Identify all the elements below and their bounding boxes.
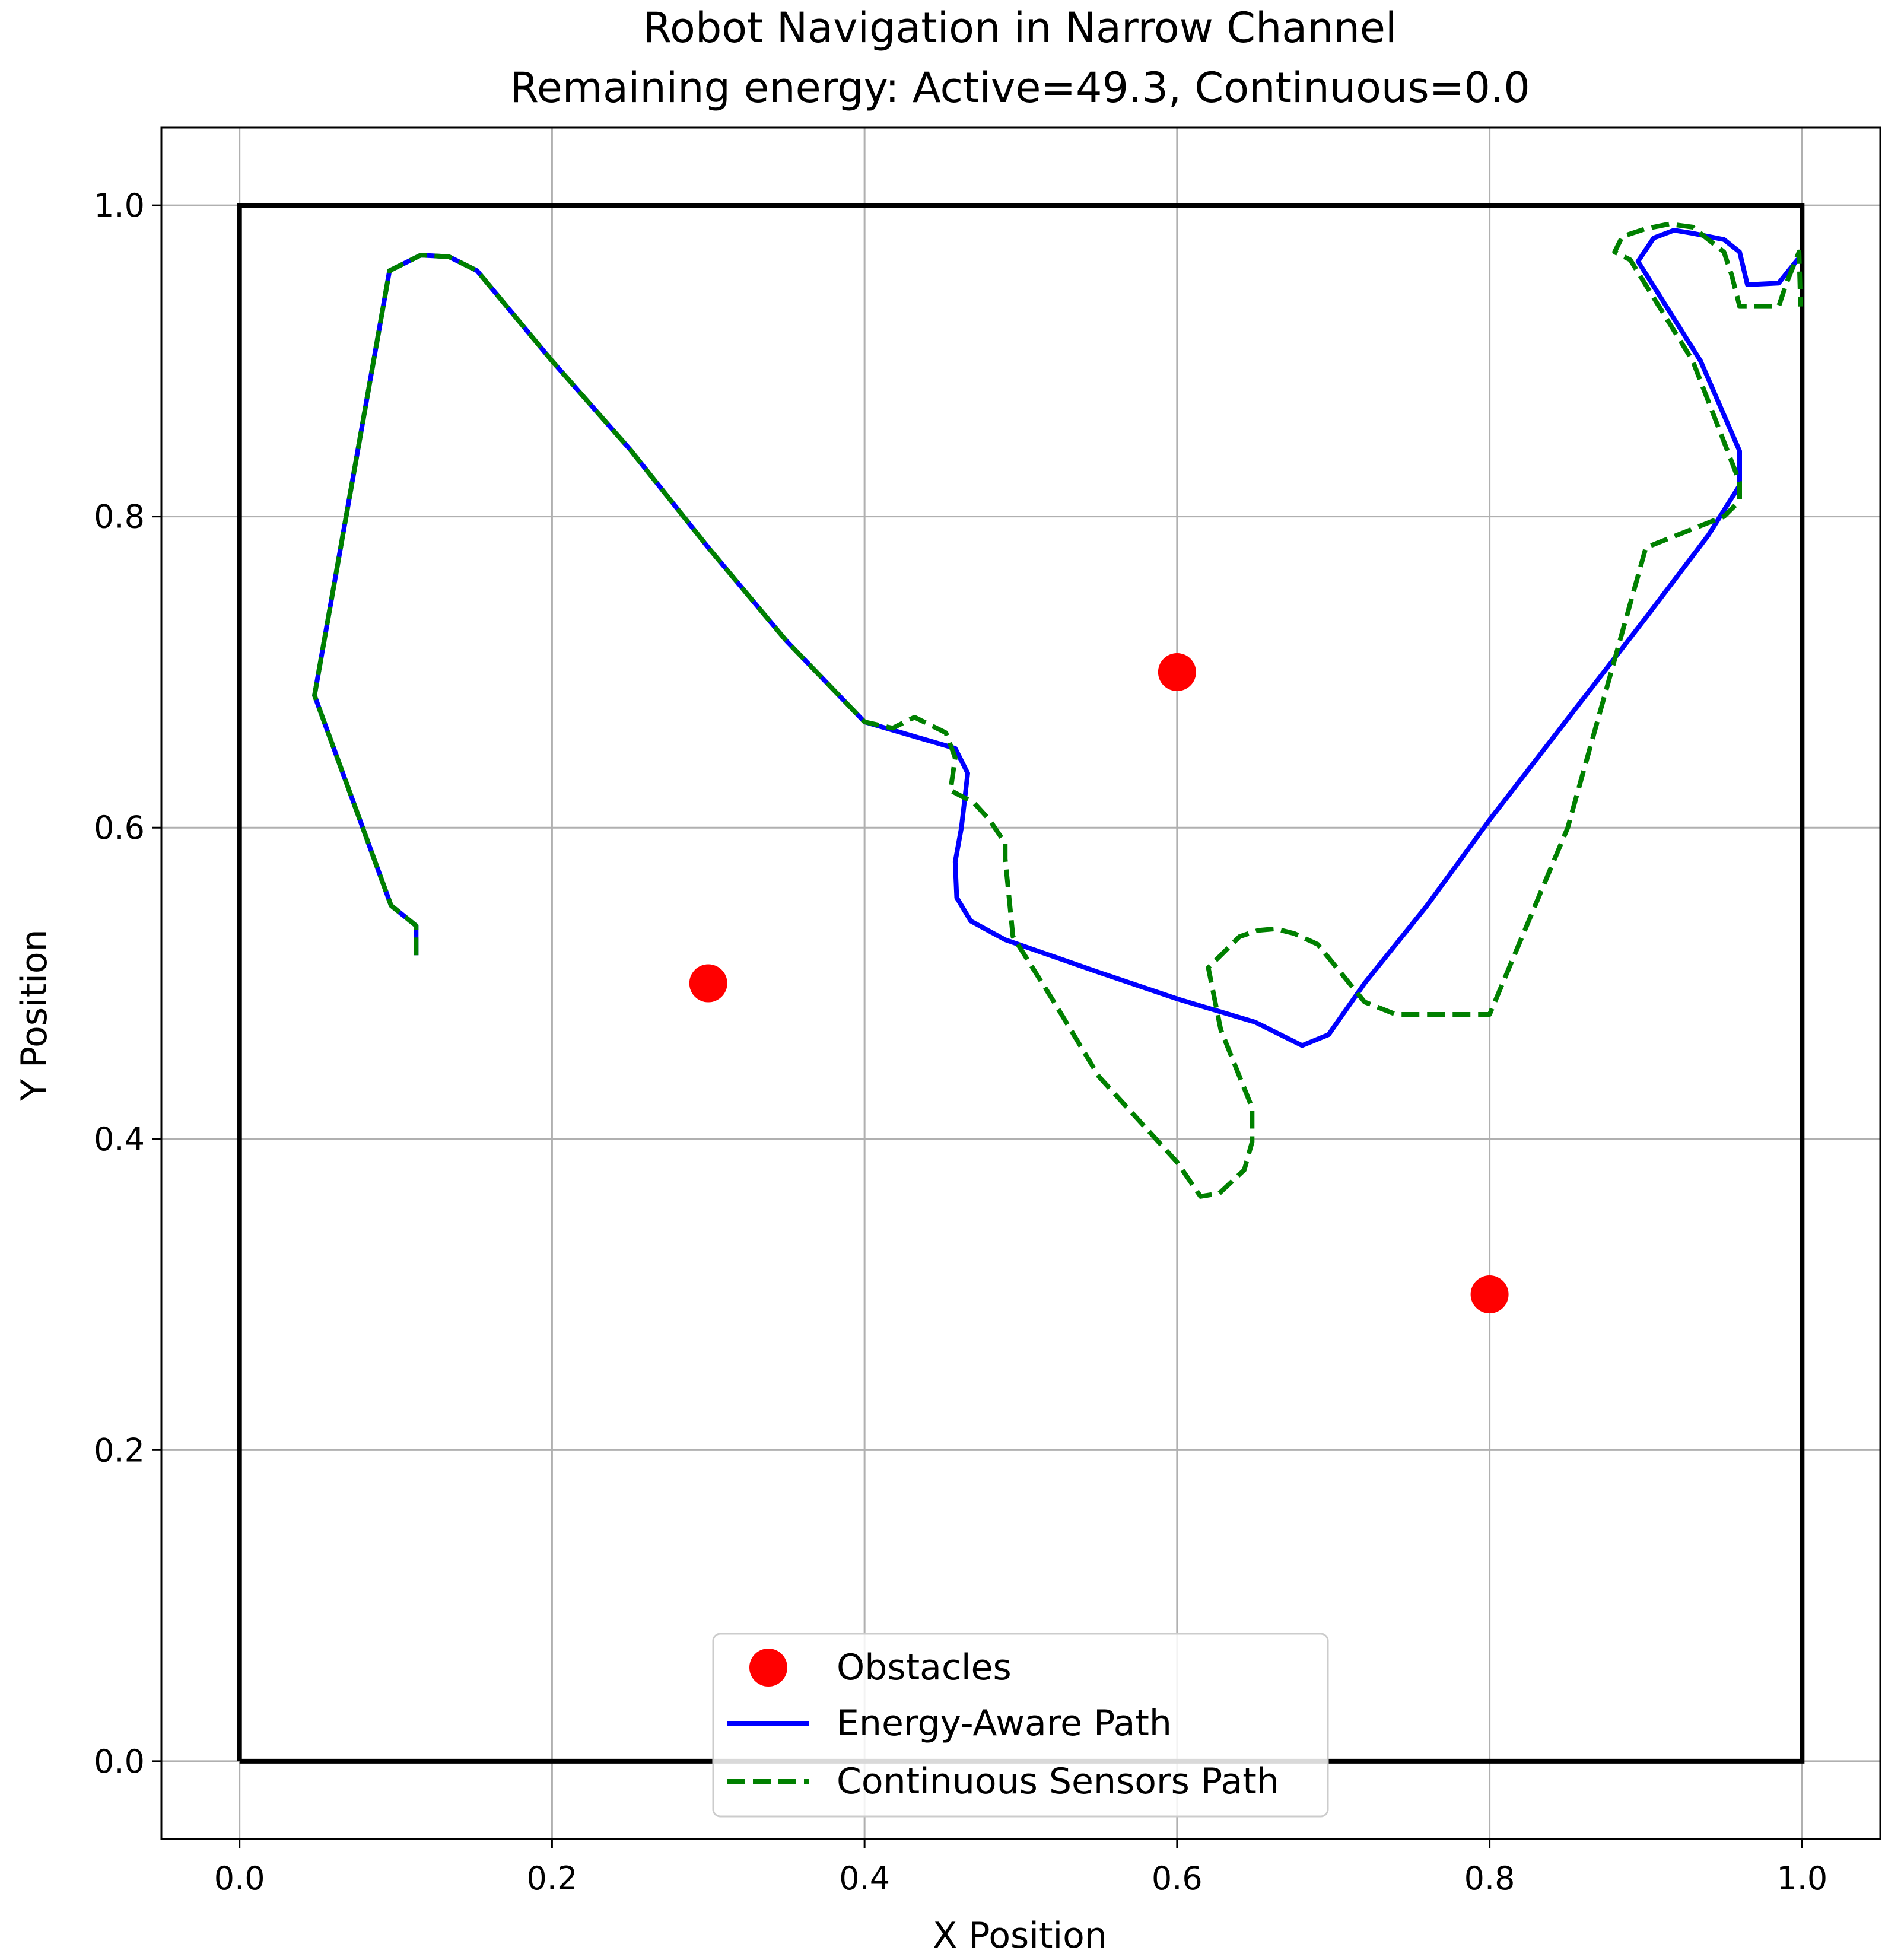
obstacle-point-2 <box>1470 1275 1509 1314</box>
chart-title: Robot Navigation in Narrow Channel <box>643 4 1397 52</box>
y-tick-label-3: 0.6 <box>94 809 145 847</box>
legend-label-energy-aware: Energy-Aware Path <box>837 1703 1172 1744</box>
y-tick-label-5: 1.0 <box>94 187 145 224</box>
legend-box <box>712 1633 1329 1818</box>
x-tick-label-1: 0.2 <box>526 1860 577 1897</box>
obstacle-point-0 <box>689 964 727 1003</box>
grid-lines <box>161 128 1880 1839</box>
x-tick-label-4: 0.8 <box>1464 1860 1515 1897</box>
x-axis-ticks: 0.0 0.2 0.4 0.6 0.8 1.0 <box>214 1839 1827 1897</box>
plot-frame <box>160 126 1881 1840</box>
y-axis-ticks: 0.0 0.2 0.4 0.6 0.8 1.0 <box>94 187 161 1780</box>
x-tick-label-2: 0.4 <box>839 1860 890 1897</box>
y-tick-label-0: 0.0 <box>94 1743 145 1780</box>
y-tick-label-2: 0.4 <box>94 1121 145 1158</box>
series-lines <box>312 221 1803 1199</box>
y-tick-label-1: 0.2 <box>94 1431 145 1469</box>
x-tick-label-5: 1.0 <box>1776 1860 1827 1897</box>
legend: Obstacles Energy-Aware Path Continuous S… <box>712 1633 1329 1818</box>
legend-label-continuous-sensors: Continuous Sensors Path <box>837 1761 1279 1802</box>
legend-label-obstacles: Obstacles <box>837 1647 1012 1688</box>
chart-subtitle: Remaining energy: Active=49.3, Continuou… <box>510 63 1530 112</box>
y-tick-label-4: 0.8 <box>94 498 145 536</box>
series-line-continuous-sensors <box>312 221 1803 1199</box>
y-axis-label: Y Position <box>14 929 55 1101</box>
x-tick-label-3: 0.6 <box>1152 1860 1203 1897</box>
obstacle-point-1 <box>1158 653 1196 691</box>
obstacle-markers <box>689 653 1509 1314</box>
legend-marker-obstacles <box>749 1649 787 1687</box>
x-axis-label: X Position <box>933 1915 1107 1956</box>
x-tick-label-0: 0.0 <box>214 1860 265 1897</box>
